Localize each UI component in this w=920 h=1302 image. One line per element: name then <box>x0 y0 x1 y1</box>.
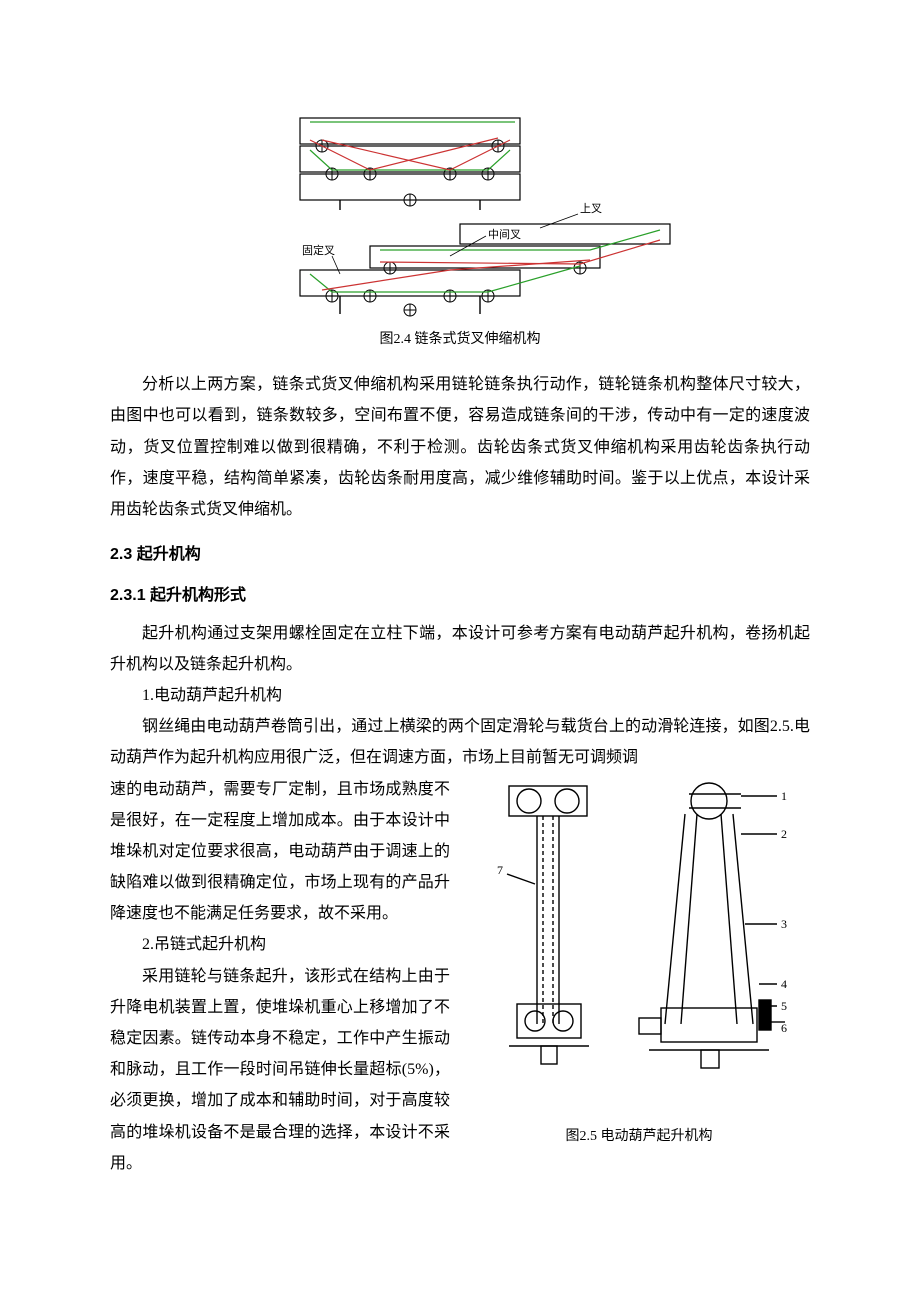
callout-2: 2 <box>781 827 787 841</box>
callout-5: 5 <box>781 999 787 1013</box>
callout-1: 1 <box>781 789 787 803</box>
heading-2-3: 2.3 起升机构 <box>110 539 810 570</box>
item-2-title: 2.吊链式起升机构 <box>110 929 450 960</box>
heading-2-3-1: 2.3.1 起升机构形式 <box>110 580 810 611</box>
label-fixed-fork: 固定叉 <box>302 243 335 257</box>
figure-2-5-caption: 图2.5 电动葫芦起升机构 <box>468 1123 810 1150</box>
figure-2-5-svg: 7 1 2 3 4 5 6 <box>489 774 789 1094</box>
item-1-left-continuation: 速的电动葫芦，需要专厂定制，且市场成熟度不是很好，在一定程度上增加成本。由于本设… <box>110 774 450 930</box>
paragraph-231-intro: 起升机构通过支架用螺栓固定在立柱下端，本设计可参考方案有电动葫芦起升机构，卷扬机… <box>110 618 810 680</box>
paragraph-after-fig24: 分析以上两方案，链条式货叉伸缩机构采用链轮链条执行动作，链轮链条机构整体尺寸较大… <box>110 369 810 525</box>
callout-4: 4 <box>781 977 787 991</box>
item-1-title: 1.电动葫芦起升机构 <box>110 680 810 711</box>
label-top-fork: 上叉 <box>580 202 602 215</box>
callout-6: 6 <box>781 1021 787 1035</box>
two-column-left: 速的电动葫芦，需要专厂定制，且市场成熟度不是很好，在一定程度上增加成本。由于本设… <box>110 774 450 1179</box>
callout-7: 7 <box>497 863 503 877</box>
callout-3: 3 <box>781 917 787 931</box>
label-mid-fork: 中间叉 <box>488 228 521 241</box>
figure-2-4: 上叉 中间叉 固定叉 <box>110 110 810 320</box>
item-1-full-line: 钢丝绳由电动葫芦卷筒引出，通过上横梁的两个固定滑轮与载货台上的动滑轮连接，如图2… <box>110 711 810 773</box>
two-column-right: 7 1 2 3 4 5 6 图2.5 电动葫芦起升机构 <box>468 774 810 1166</box>
figure-2-4-caption: 图2.4 链条式货叉伸缩机构 <box>110 326 810 353</box>
item-2-left: 采用链轮与链条起升，该形式在结构上由于升降电机装置上置，使堆垛机重心上移增加了不… <box>110 961 450 1179</box>
two-column-block: 速的电动葫芦，需要专厂定制，且市场成熟度不是很好，在一定程度上增加成本。由于本设… <box>110 774 810 1179</box>
figure-2-4-svg: 上叉 中间叉 固定叉 <box>240 110 680 320</box>
